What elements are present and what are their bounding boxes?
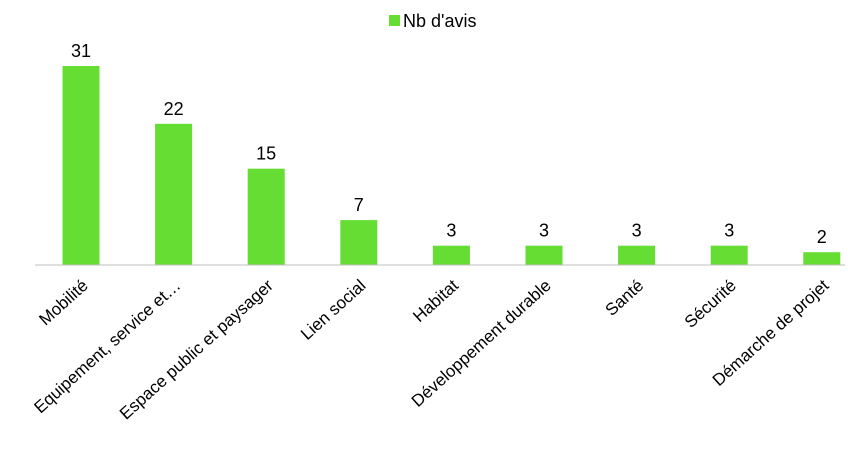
bar — [710, 245, 748, 265]
bar — [618, 245, 656, 265]
data-label: 22 — [164, 99, 184, 119]
bar — [247, 168, 285, 265]
category-label: Espace public et paysager — [116, 276, 277, 424]
data-labels-group: 31 22 15 7 3 3 3 3 2 — [71, 41, 827, 247]
category-label: Equipement, service et… — [30, 276, 184, 417]
data-label: 31 — [71, 41, 91, 61]
category-label: Santé — [602, 276, 648, 320]
bar — [432, 245, 470, 265]
data-label: 3 — [632, 221, 642, 241]
legend-label: Nb d'avis — [403, 11, 476, 31]
data-label: 2 — [817, 227, 827, 247]
category-label: Lien social — [297, 276, 369, 344]
bar — [62, 66, 100, 265]
category-label: Habitat — [409, 276, 462, 326]
data-label: 7 — [354, 195, 364, 215]
bar — [155, 123, 193, 265]
legend: Nb d'avis — [389, 11, 476, 31]
data-label: 15 — [256, 144, 276, 164]
bar — [803, 252, 841, 265]
bar — [340, 220, 378, 265]
data-label: 3 — [539, 221, 549, 241]
legend-swatch — [389, 15, 400, 26]
data-label: 3 — [446, 221, 456, 241]
bars-group — [62, 66, 841, 265]
data-label: 3 — [724, 221, 734, 241]
category-label: Mobilité — [35, 276, 91, 329]
category-label: Sécurité — [681, 276, 740, 332]
bar — [525, 245, 563, 265]
